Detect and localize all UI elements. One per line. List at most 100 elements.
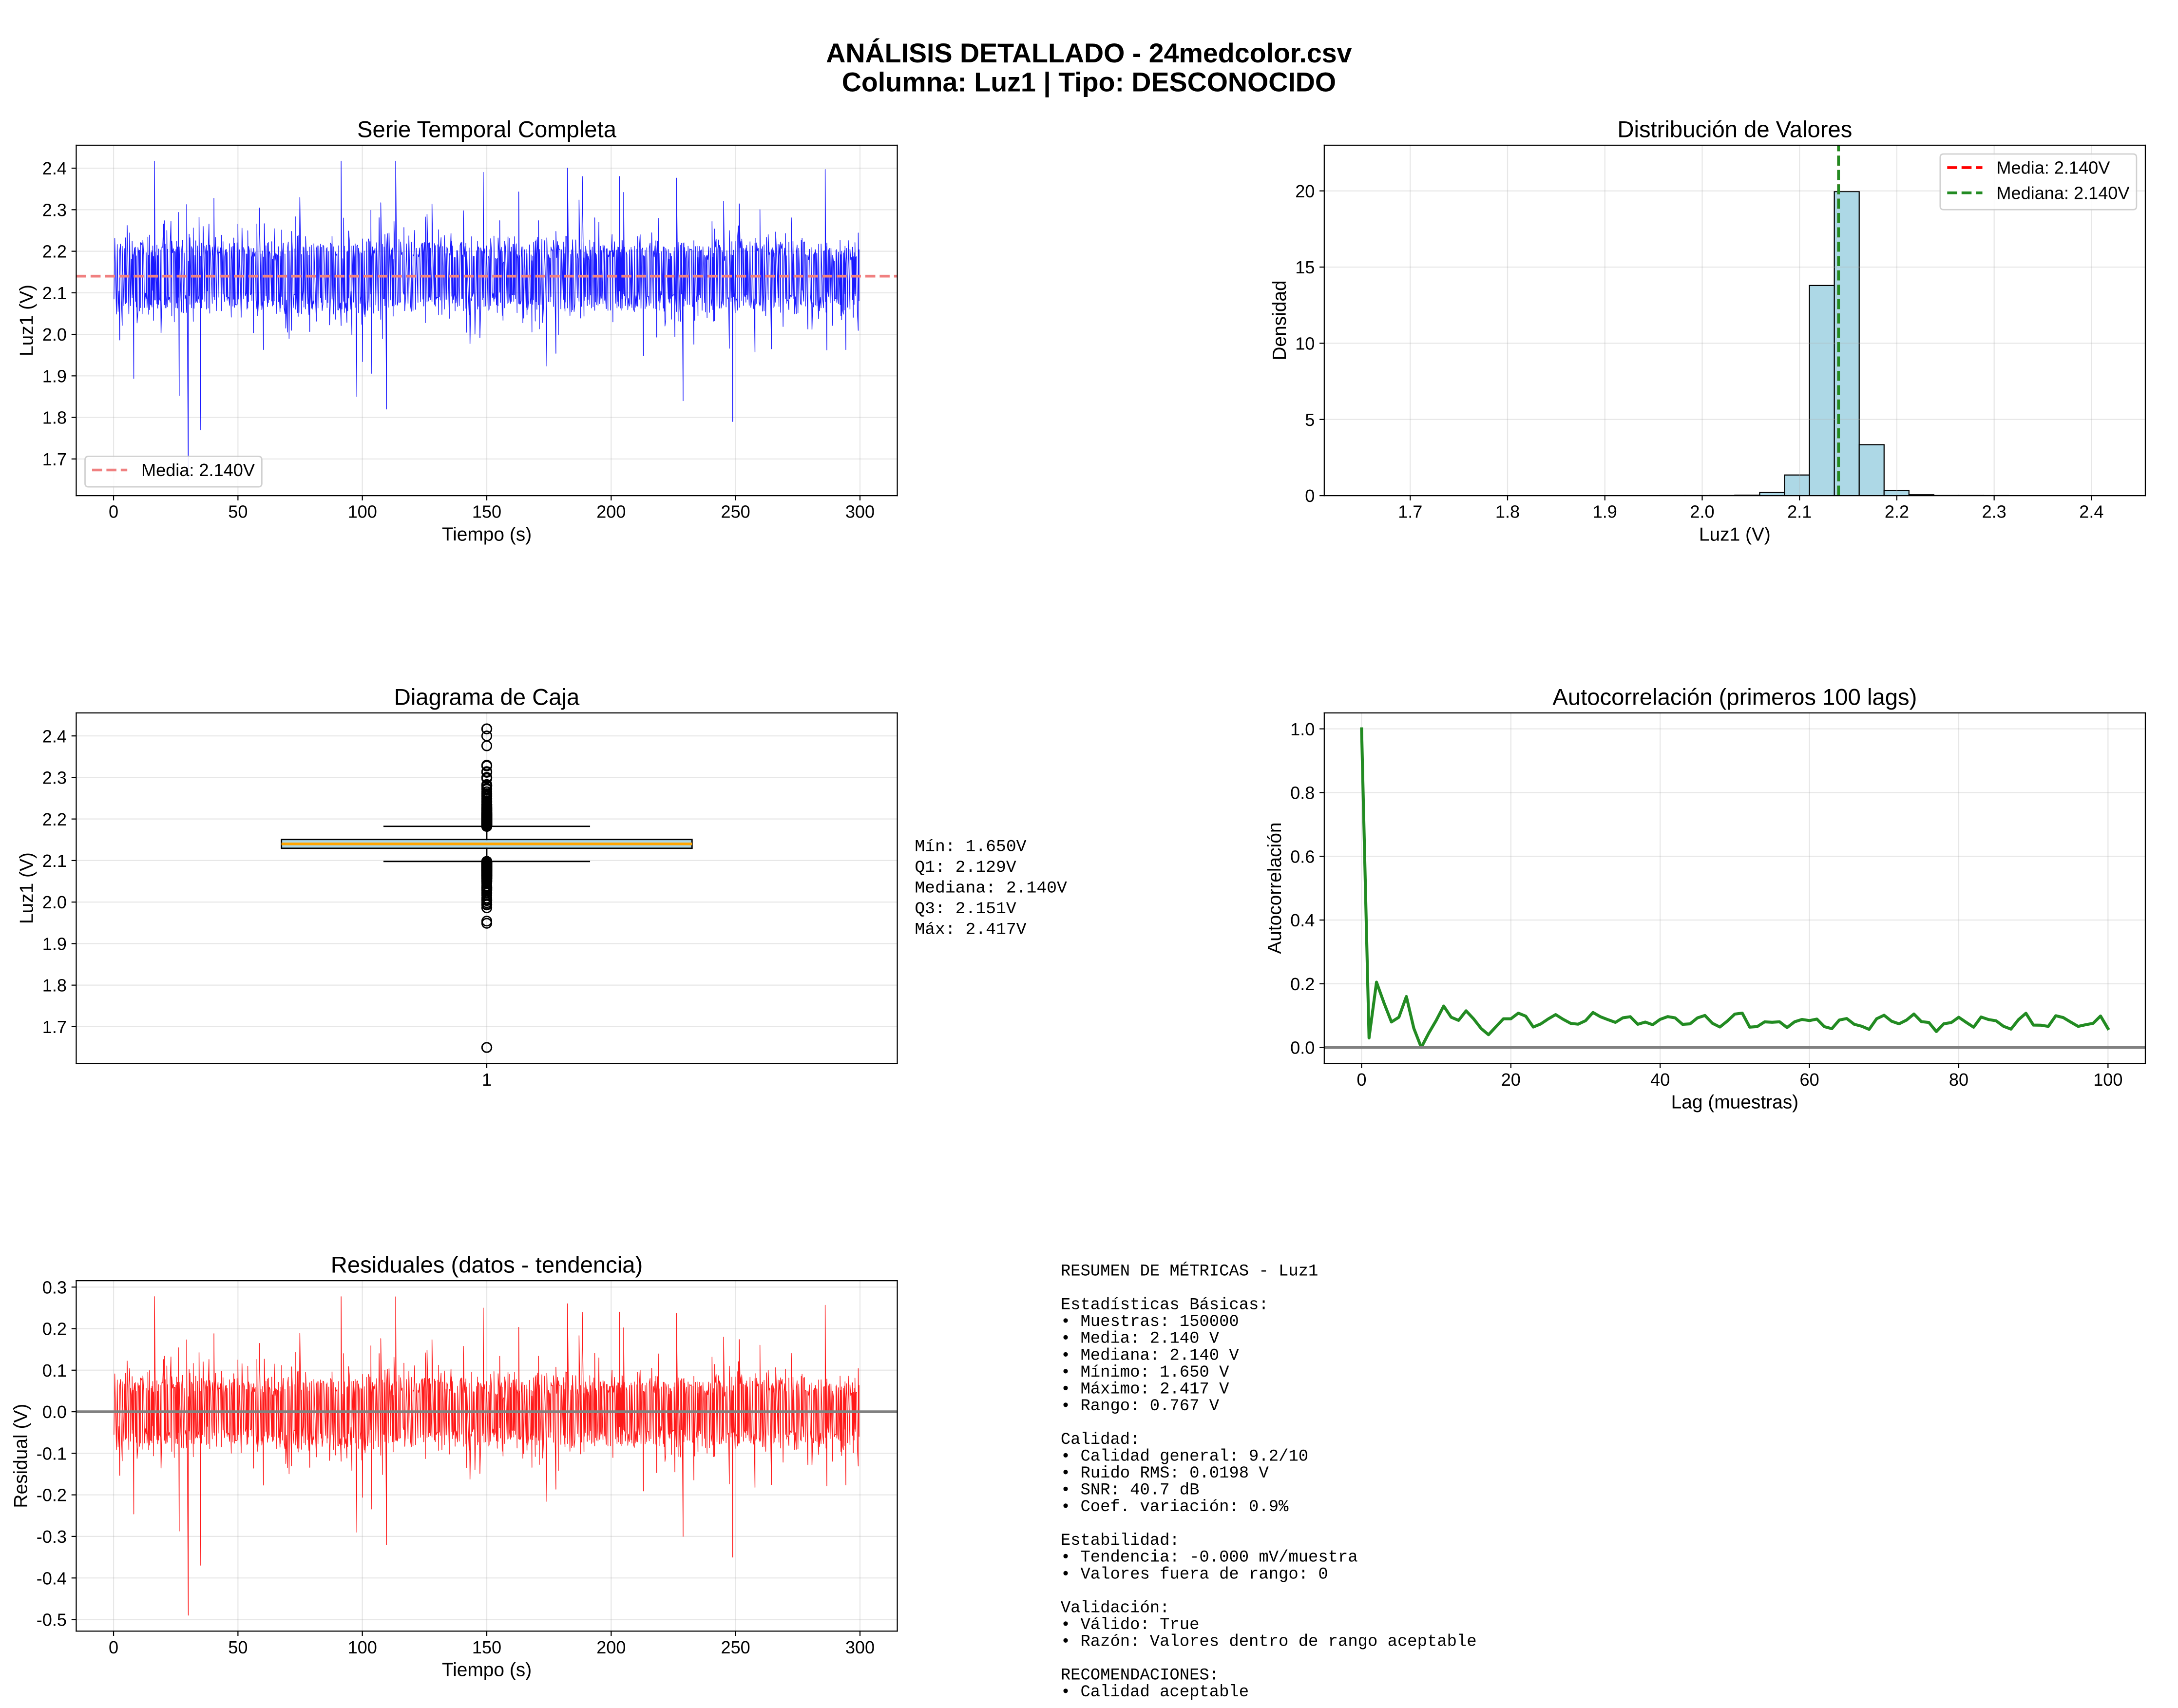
svg-text:2.2: 2.2 [1885,502,1909,522]
svg-text:1.8: 1.8 [42,408,67,428]
svg-text:ANÁLISIS DETALLADO - 24medcolo: ANÁLISIS DETALLADO - 24medcolor.csv [826,38,1352,68]
svg-text:1: 1 [482,1070,492,1090]
svg-text:Densidad: Densidad [1269,280,1290,360]
svg-text:300: 300 [845,502,875,522]
svg-text:1.8: 1.8 [1495,502,1520,522]
svg-text:2.4: 2.4 [2079,502,2103,522]
svg-text:2.1: 2.1 [42,851,67,871]
svg-text:50: 50 [228,1637,248,1657]
svg-text:Autocorrelación: Autocorrelación [1264,823,1285,954]
svg-text:20: 20 [1501,1070,1521,1090]
svg-text:0.8: 0.8 [1290,783,1315,803]
svg-text:100: 100 [348,502,377,522]
svg-text:0.4: 0.4 [1290,910,1315,930]
svg-text:5: 5 [1305,410,1315,430]
svg-text:0: 0 [109,1637,118,1657]
svg-text:2.3: 2.3 [1982,502,2006,522]
svg-text:300: 300 [845,1637,875,1657]
svg-text:0.3: 0.3 [42,1277,67,1297]
svg-text:• Coef. variación: 0.9%: • Coef. variación: 0.9% [1061,1498,1289,1516]
svg-text:250: 250 [721,1637,750,1657]
svg-text:2.0: 2.0 [1690,502,1714,522]
svg-text:Autocorrelación (primeros 100: Autocorrelación (primeros 100 lags) [1552,684,1917,710]
svg-text:Luz1 (V): Luz1 (V) [17,852,38,924]
svg-text:Tiempo (s): Tiempo (s) [442,524,532,545]
svg-text:Lag (muestras): Lag (muestras) [1671,1092,1798,1113]
svg-text:• Calidad general: 9.2/10: • Calidad general: 9.2/10 [1061,1448,1308,1466]
svg-text:Q1: 2.129V: Q1: 2.129V [915,858,1016,877]
svg-text:• Mínimo: 1.650 V: • Mínimo: 1.650 V [1061,1363,1229,1382]
svg-text:0.0: 0.0 [42,1402,67,1422]
svg-text:2.4: 2.4 [42,158,67,178]
svg-text:50: 50 [228,502,248,522]
svg-text:Columna: Luz1 | Tipo: DESCONOC: Columna: Luz1 | Tipo: DESCONOCIDO [842,67,1336,98]
svg-text:• SNR: 40.7 dB: • SNR: 40.7 dB [1061,1481,1200,1500]
svg-text:1.7: 1.7 [1398,502,1422,522]
svg-text:100: 100 [2093,1070,2122,1090]
svg-text:150: 150 [472,502,501,522]
svg-text:0.1: 0.1 [42,1361,67,1381]
svg-text:RECOMENDACIONES:: RECOMENDACIONES: [1061,1667,1219,1685]
svg-text:Mín: 1.650V: Mín: 1.650V [915,838,1026,857]
svg-text:• Media: 2.140 V: • Media: 2.140 V [1061,1330,1220,1348]
svg-text:Distribución de Valores: Distribución de Valores [1617,116,1852,142]
svg-text:1.7: 1.7 [42,449,67,469]
svg-text:1.9: 1.9 [42,366,67,386]
svg-text:Diagrama de Caja: Diagrama de Caja [394,684,580,710]
svg-text:-0.5: -0.5 [37,1610,67,1630]
svg-text:• Calidad aceptable: • Calidad aceptable [1061,1683,1249,1702]
svg-text:1.8: 1.8 [42,976,67,996]
svg-text:150: 150 [472,1637,501,1657]
svg-text:Estadísticas Básicas:: Estadísticas Básicas: [1061,1296,1269,1315]
svg-text:Residuales (datos - tendencia): Residuales (datos - tendencia) [331,1252,643,1278]
svg-text:Tiempo (s): Tiempo (s) [442,1660,532,1681]
svg-text:1.9: 1.9 [1593,502,1617,522]
svg-text:2.2: 2.2 [42,242,67,262]
svg-text:Media: 2.140V: Media: 2.140V [1996,158,2110,178]
svg-text:2.3: 2.3 [42,200,67,220]
svg-text:2.0: 2.0 [42,325,67,345]
svg-text:0.2: 0.2 [42,1319,67,1339]
svg-text:• Valores fuera de rango: 0: • Valores fuera de rango: 0 [1061,1565,1328,1584]
svg-text:1.9: 1.9 [42,934,67,954]
svg-text:20: 20 [1295,181,1315,201]
svg-text:-0.2: -0.2 [37,1485,67,1505]
svg-text:0.2: 0.2 [1290,974,1315,994]
svg-text:10: 10 [1295,334,1315,354]
svg-text:• Muestras: 150000: • Muestras: 150000 [1061,1313,1239,1331]
svg-text:2.1: 2.1 [42,283,67,303]
svg-text:100: 100 [348,1637,377,1657]
svg-text:200: 200 [596,1637,626,1657]
svg-text:Mediana: 2.140V: Mediana: 2.140V [1996,183,2129,203]
svg-text:1.0: 1.0 [1290,719,1315,739]
svg-text:-0.3: -0.3 [37,1527,67,1547]
svg-text:2.2: 2.2 [42,809,67,829]
svg-text:Estabilidad:: Estabilidad: [1061,1532,1180,1550]
svg-text:Q3: 2.151V: Q3: 2.151V [915,900,1016,919]
svg-text:• Máximo: 2.417 V: • Máximo: 2.417 V [1061,1380,1229,1399]
svg-text:RESUMEN DE MÉTRICAS - Luz1: RESUMEN DE MÉTRICAS - Luz1 [1061,1262,1318,1281]
svg-text:60: 60 [1799,1070,1819,1090]
svg-text:2.4: 2.4 [42,726,67,746]
svg-text:Mediana: 2.140V: Mediana: 2.140V [915,879,1067,898]
svg-text:Residual (V): Residual (V) [11,1404,32,1508]
svg-text:Serie Temporal Completa: Serie Temporal Completa [357,116,617,142]
svg-text:Validación:: Validación: [1061,1599,1170,1617]
svg-text:80: 80 [1949,1070,1968,1090]
svg-text:40: 40 [1650,1070,1670,1090]
svg-text:Luz1 (V): Luz1 (V) [1699,524,1771,545]
svg-text:0: 0 [109,502,118,522]
svg-text:• Razón: Valores dentro de ran: • Razón: Valores dentro de rango aceptab… [1061,1632,1477,1651]
svg-text:Calidad:: Calidad: [1061,1431,1140,1449]
svg-text:• Tendencia: -0.000 mV/muestra: • Tendencia: -0.000 mV/muestra [1061,1549,1358,1567]
svg-text:• Ruido RMS: 0.0198 V: • Ruido RMS: 0.0198 V [1061,1464,1269,1483]
svg-text:15: 15 [1295,257,1315,277]
svg-text:-0.1: -0.1 [37,1443,67,1463]
svg-text:• Rango: 0.767 V: • Rango: 0.767 V [1061,1397,1220,1416]
svg-text:0: 0 [1305,486,1315,506]
svg-text:Máx: 2.417V: Máx: 2.417V [915,920,1026,939]
svg-text:0: 0 [1356,1070,1366,1090]
svg-text:-0.4: -0.4 [37,1568,67,1588]
svg-text:200: 200 [596,502,626,522]
svg-text:2.1: 2.1 [1787,502,1812,522]
